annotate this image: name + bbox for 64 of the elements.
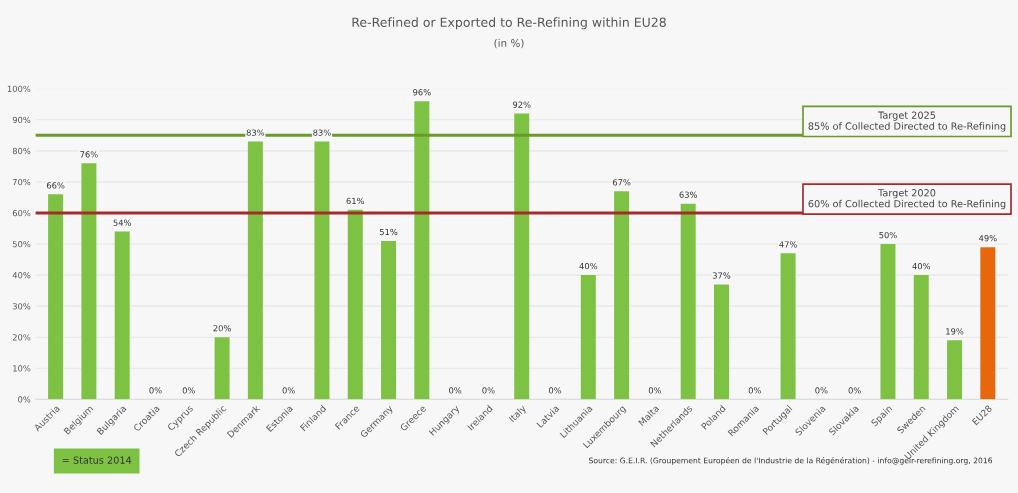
bar [381, 240, 397, 400]
y-tick-label: 60% [12, 209, 31, 217]
data-label: 96% [413, 89, 431, 96]
bar [714, 284, 729, 400]
data-label: 37% [712, 272, 731, 279]
data-label: 67% [612, 179, 631, 186]
y-tick-label: 70% [12, 178, 31, 186]
bar [880, 244, 896, 400]
bar [48, 194, 64, 400]
y-tick-label: 20% [12, 334, 31, 341]
y-tick-label: 50% [12, 241, 31, 248]
y-tick-label: 100% [7, 85, 31, 93]
bar [214, 337, 230, 400]
data-label: 61% [346, 197, 365, 205]
bar [514, 113, 530, 400]
bar [614, 191, 630, 400]
data-label: 19% [946, 328, 964, 335]
data-label: 92% [512, 101, 531, 108]
data-label: 49% [978, 235, 997, 242]
data-label: 40% [912, 263, 931, 270]
data-label: 0% [182, 387, 195, 394]
text: = Status 2014 [62, 456, 132, 464]
y-tick-label: 40% [12, 272, 31, 279]
chart-subtitle: (in %) [494, 38, 524, 49]
y-tick-label: 80% [12, 147, 31, 155]
data-label: 0% [648, 387, 662, 394]
bar [247, 141, 263, 400]
data-label: 83% [313, 129, 331, 136]
data-label: 20% [213, 325, 231, 332]
bar [414, 101, 430, 400]
data-label: 66% [46, 182, 65, 189]
bar [913, 275, 929, 400]
bar [780, 253, 796, 400]
data-label: 0% [482, 387, 495, 394]
bar [580, 275, 596, 400]
bar [947, 340, 963, 400]
y-tick-label: 30% [12, 303, 31, 310]
chart-title: Re-Refined or Exported to Re-Refining within EU28 [352, 17, 666, 30]
data-label: 0% [449, 387, 462, 394]
bar [314, 141, 330, 400]
bar [680, 203, 696, 400]
bar [347, 209, 363, 400]
bar [114, 231, 130, 400]
data-label: 54% [113, 219, 131, 226]
bar [81, 163, 97, 400]
ref-line-label: Target 2020 60% of Collected Directed to Re-Refining [808, 189, 1006, 210]
y-tick-label: 0% [18, 396, 31, 403]
data-label: 63% [679, 191, 697, 198]
data-label: 47% [779, 241, 797, 248]
y-tick-label: 90% [12, 116, 31, 124]
data-label: 76% [80, 151, 98, 158]
data-label: 40% [579, 263, 598, 270]
data-label: 0% [548, 387, 562, 394]
data-label: 83% [246, 129, 265, 136]
data-label: 0% [149, 387, 162, 394]
data-label: 51% [379, 228, 398, 236]
data-label: 50% [879, 231, 897, 239]
data-label: 0% [848, 387, 861, 394]
data-label: 0% [282, 387, 295, 394]
data-label: 0% [815, 387, 828, 394]
bar [980, 247, 996, 400]
data-label: 0% [748, 387, 761, 394]
ref-line-label: Target 2025 85% of Collected Directed to Re-Refining [808, 111, 1006, 132]
y-tick-label: 10% [13, 365, 31, 372]
